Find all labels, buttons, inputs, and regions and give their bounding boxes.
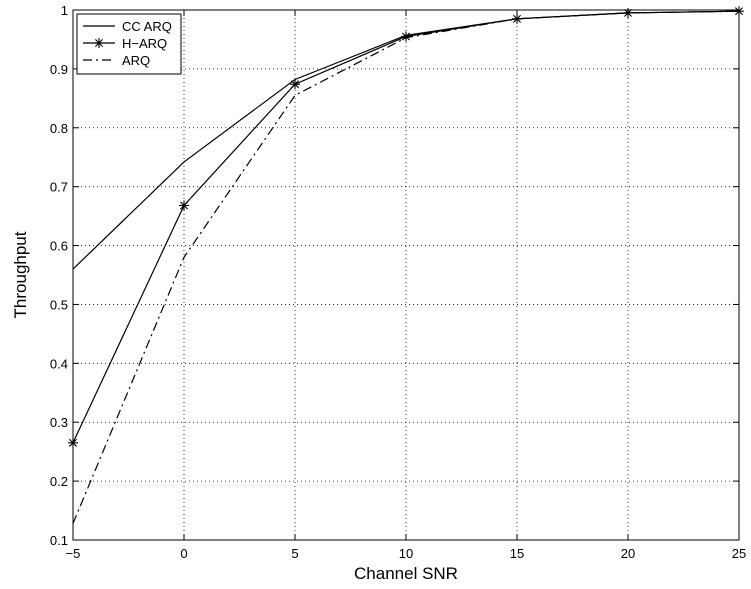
- x-tick-label: 15: [510, 546, 524, 561]
- x-tick-label: 10: [399, 546, 413, 561]
- x-axis-label: Channel SNR: [354, 564, 458, 583]
- legend-label-arq: ARQ: [122, 53, 150, 68]
- y-tick-label: 0.6: [50, 239, 68, 254]
- y-axis-label: Throughput: [11, 231, 30, 318]
- y-tick-label: 0.2: [50, 474, 68, 489]
- series-line-arq: [72, 10, 740, 524]
- legend-marker-h-arq: [94, 38, 104, 48]
- x-tick-label: 0: [180, 546, 187, 561]
- legend-label-cc-arq: CC ARQ: [122, 19, 172, 34]
- data-point-h-arq: [401, 31, 411, 42]
- legend: CC ARQ H−ARQ ARQ: [76, 13, 182, 75]
- y-tick-label: 0.9: [50, 62, 68, 77]
- y-tick-label: 0.1: [50, 533, 68, 548]
- y-tick-label: 0.3: [50, 415, 68, 430]
- x-tick-label: −5: [66, 546, 81, 561]
- y-tick-label: 0.7: [50, 180, 68, 195]
- grid: [73, 10, 739, 540]
- legend-label-h-arq: H−ARQ: [122, 36, 167, 51]
- legend-box: [76, 13, 182, 75]
- y-tick-label: 0.8: [50, 121, 68, 136]
- y-tick-label: 1: [61, 3, 68, 18]
- data-point-h-arq: [290, 79, 300, 90]
- axis-ticks: −5 0 5 10 15 20 25 0.1 0.2 0.3 0.4 0.5 0.6 0.7 0.8 0.9 1: [50, 3, 746, 561]
- y-tick-label: 0.5: [50, 297, 68, 312]
- y-tick-label: 0.4: [50, 356, 68, 371]
- x-tick-label: 5: [291, 546, 298, 561]
- data-point-h-arq: [734, 6, 744, 17]
- data-point-h-arq: [179, 200, 189, 211]
- x-tick-label: 20: [621, 546, 635, 561]
- series-lines: [68, 6, 744, 524]
- data-point-h-arq: [68, 437, 78, 448]
- x-tick-label: 25: [732, 546, 746, 561]
